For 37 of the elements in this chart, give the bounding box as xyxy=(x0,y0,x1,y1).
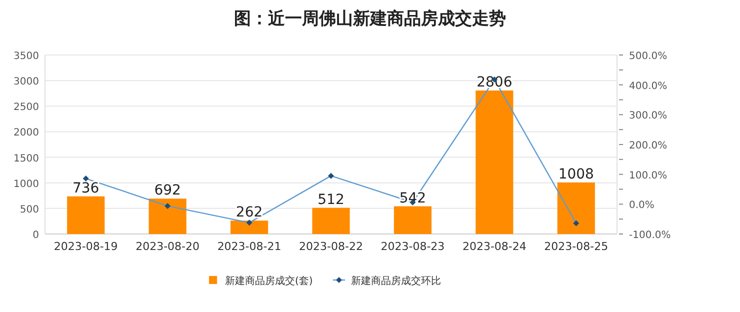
x-tick-label: 2023-08-19 xyxy=(54,240,118,253)
y-tick-label: 3000 xyxy=(14,76,39,88)
y-tick-label: 1500 xyxy=(14,153,39,164)
legend-label: 新建商品房成交(套) xyxy=(225,275,313,287)
bar xyxy=(230,220,268,234)
y-tick-label: 3500 xyxy=(14,51,39,62)
y2-tick-label: 400.0% xyxy=(629,80,668,92)
bar xyxy=(394,206,432,234)
y-tick-label: 2500 xyxy=(14,102,39,114)
value-label: 1008 xyxy=(558,166,594,182)
value-label: 736 xyxy=(72,180,100,196)
bar xyxy=(148,198,186,234)
y-tick-label: 500 xyxy=(20,204,39,216)
x-tick-label: 2023-08-25 xyxy=(544,240,608,253)
y2-tick-label: 500.0% xyxy=(629,51,668,62)
y2-tick-label: 0.0% xyxy=(629,200,654,212)
y2-tick-label: -100.0% xyxy=(629,230,671,241)
x-tick-label: 2023-08-21 xyxy=(217,240,282,253)
x-tick-label: 2023-08-22 xyxy=(299,240,363,253)
y2-tick-label: 100.0% xyxy=(629,170,668,182)
y-tick-label: 2000 xyxy=(14,128,39,139)
x-tick-label: 2023-08-24 xyxy=(462,240,526,253)
chart-title: 图：近一周佛山新建商品房成交走势 xyxy=(234,9,506,29)
bar xyxy=(312,208,350,234)
x-tick-label: 2023-08-23 xyxy=(380,240,445,253)
y-tick-label: 0 xyxy=(32,230,39,241)
value-label: 262 xyxy=(236,204,263,221)
x-tick-label: 2023-08-20 xyxy=(136,240,200,253)
y2-tick-label: 200.0% xyxy=(629,140,668,152)
legend-label: 新建商品房成交环比 xyxy=(351,275,441,287)
bar xyxy=(476,90,514,234)
y2-tick-label: 300.0% xyxy=(629,110,668,122)
value-label: 692 xyxy=(154,182,181,199)
y-tick-label: 1000 xyxy=(14,178,39,190)
bar xyxy=(67,196,105,234)
bar xyxy=(557,182,595,234)
value-label: 512 xyxy=(318,192,344,208)
